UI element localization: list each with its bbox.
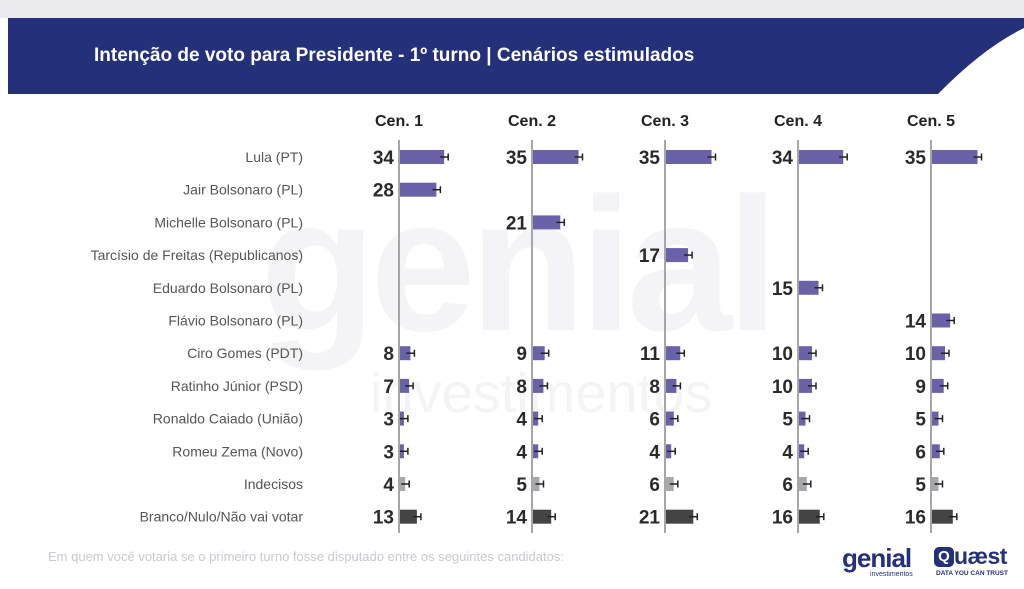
data-label: 15: [772, 279, 794, 300]
data-label: 16: [905, 508, 926, 529]
data-label: 5: [516, 475, 527, 496]
category-label: Ciro Gomes (PDT): [187, 345, 303, 361]
data-label: 11: [640, 344, 661, 365]
scenario-header-cen-2: Cen. 2: [508, 113, 556, 130]
bar: [400, 182, 437, 197]
logos: genial investimentos Q uæst DATA YOU CAN…: [840, 543, 1016, 583]
data-label: 10: [905, 344, 926, 365]
bar: [400, 509, 417, 524]
quaest-tagline: DATA YOU CAN TRUST: [936, 570, 1008, 577]
data-label: 16: [772, 508, 793, 529]
bar: [533, 346, 545, 361]
data-label: 21: [639, 508, 661, 529]
category-label: Jair Bolsonaro (PL): [183, 182, 303, 198]
bar: [799, 509, 820, 524]
data-label: 3: [383, 410, 394, 431]
bar: [400, 346, 411, 361]
bar: [932, 150, 978, 164]
bar: [666, 346, 681, 361]
scenario-header-cen-4: Cen. 4: [774, 113, 822, 130]
data-label: 8: [383, 344, 394, 365]
data-label: 17: [639, 246, 660, 267]
category-label: Branco/Nulo/Não vai votar: [140, 509, 304, 525]
data-label: 9: [915, 377, 926, 398]
bar: [799, 150, 844, 164]
bar: [932, 346, 945, 361]
data-label: 14: [905, 312, 927, 333]
data-label: 6: [782, 475, 793, 496]
category-label: Flávio Bolsonaro (PL): [168, 313, 303, 329]
data-label: 35: [639, 148, 661, 169]
header-banner: Intenção de voto para Presidente - 1º tu…: [8, 18, 1024, 94]
data-label: 14: [506, 508, 528, 529]
category-label: Lula (PT): [245, 149, 303, 165]
bar: [533, 378, 544, 393]
data-label: 21: [506, 213, 528, 234]
bar: [533, 509, 552, 524]
bar: [799, 346, 812, 361]
quaest-logo-word: uæst: [954, 543, 1007, 569]
data-label: 3: [383, 442, 394, 463]
bar: [932, 509, 953, 524]
data-label: 6: [649, 410, 660, 431]
chart-title: Intenção de voto para Presidente - 1º tu…: [94, 45, 695, 66]
footnote: Em quem você votaria se o primeiro turno…: [48, 549, 564, 564]
quaest-logo: Q uæst DATA YOU CAN TRUST: [934, 543, 1016, 583]
bar: [666, 378, 677, 393]
data-label: 6: [915, 442, 926, 463]
bar: [799, 378, 812, 393]
data-label: 10: [772, 344, 793, 365]
svg-text:genial: genial: [260, 170, 773, 371]
genial-logo: genial investimentos: [840, 543, 926, 583]
data-label: 5: [782, 410, 793, 431]
data-label: 4: [516, 442, 527, 463]
bar: [533, 150, 579, 164]
data-label: 6: [649, 475, 660, 496]
header-curve-decoration: [938, 28, 1024, 94]
data-label: 8: [649, 377, 660, 398]
bar: [666, 150, 712, 164]
category-label: Ratinho Júnior (PSD): [171, 378, 303, 394]
data-label: 34: [373, 148, 395, 169]
bar: [799, 280, 819, 295]
scenario-header-cen-3: Cen. 3: [641, 113, 689, 130]
data-label: 28: [373, 181, 394, 202]
category-label: Ronaldo Caiado (União): [153, 411, 303, 427]
top-strip: [0, 0, 1024, 18]
bar: [400, 378, 410, 393]
data-label: 4: [516, 410, 527, 431]
vote-intention-chart: Cen. 1 Cen. 2 Cen. 3 Cen. 4 Cen. 5 Lula (PT) J…: [91, 113, 983, 533]
data-label: 7: [383, 377, 394, 398]
genial-logo-word: genial: [842, 543, 912, 573]
bar: [666, 509, 694, 524]
genial-logo-subtitle: investimentos: [870, 571, 913, 578]
data-label: 5: [915, 410, 926, 431]
bar: [932, 378, 944, 393]
data-label: 35: [905, 148, 927, 169]
data-label: 10: [772, 377, 793, 398]
data-label: 13: [373, 508, 394, 529]
bar: [533, 215, 561, 230]
bar: [932, 313, 951, 328]
scenario-header-cen-5: Cen. 5: [907, 113, 955, 130]
data-label: 4: [649, 442, 660, 463]
data-label: 8: [516, 377, 527, 398]
category-label: Eduardo Bolsonaro (PL): [153, 280, 303, 296]
category-label: Romeu Zema (Novo): [172, 443, 303, 459]
scenario-header-cen-1: Cen. 1: [375, 113, 423, 130]
bar: [666, 248, 689, 263]
category-label: Michelle Bolsonaro (PL): [154, 214, 303, 230]
bar: [400, 150, 445, 164]
data-label: 5: [915, 475, 926, 496]
data-label: 35: [506, 148, 528, 169]
genial-watermark: genial investimentos: [260, 170, 779, 424]
data-label: 9: [516, 344, 527, 365]
category-label: Tarcísio de Freitas (Republicanos): [91, 247, 303, 263]
data-label: 4: [383, 475, 394, 496]
data-label: 4: [782, 442, 793, 463]
quaest-q-icon: Q: [934, 547, 954, 567]
data-label: 34: [772, 148, 794, 169]
category-label: Indecisos: [244, 476, 303, 492]
